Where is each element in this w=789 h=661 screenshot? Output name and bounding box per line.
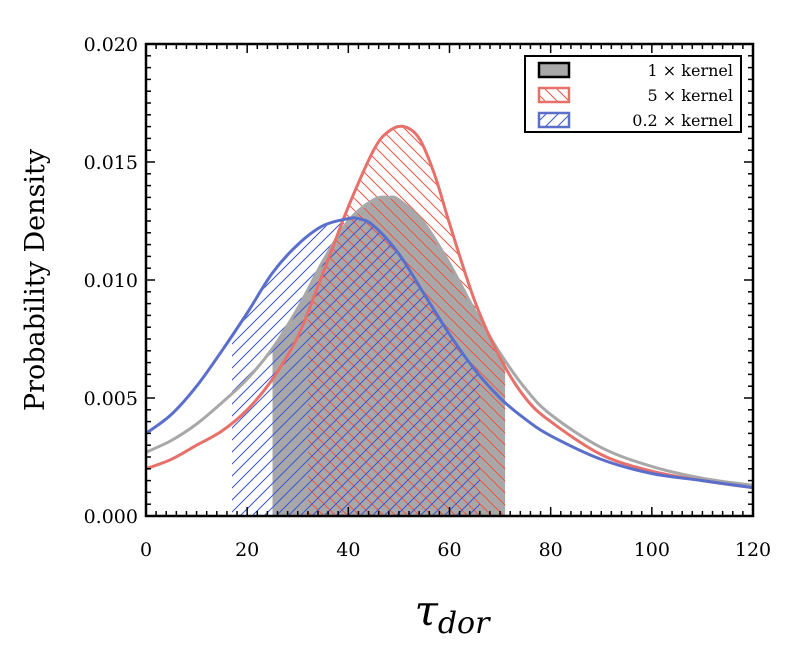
x-axis-title-subscript: dor: [438, 606, 491, 641]
x-tick-label: 60: [437, 539, 461, 561]
y-tick-label: 0.015: [84, 152, 138, 174]
series-0.2x-shaded-area: [232, 218, 480, 516]
legend-swatch-1x: [537, 61, 571, 79]
x-tick-label: 20: [235, 539, 259, 561]
legend-swatch-0.2x: [537, 111, 571, 129]
series-1x-line: [146, 195, 753, 487]
y-axis-title: Probability Density: [20, 148, 51, 411]
legend-label-0.2x: 0.2 × kernel: [632, 111, 733, 130]
plot-frame: [144, 42, 755, 518]
legend-label-5x: 5 × kernel: [648, 86, 733, 105]
x-tick-label: 120: [735, 539, 771, 561]
x-axis-title: τdor: [415, 586, 492, 641]
x-tick-label: 40: [336, 539, 360, 561]
series-0.2x-line: [146, 216, 753, 490]
x-tick-label: 80: [539, 539, 563, 561]
x-tick-label: 100: [634, 539, 670, 561]
y-tick-label: 0.010: [84, 270, 138, 292]
series-5x-line: [146, 124, 753, 490]
y-tick-label: 0.005: [84, 388, 138, 410]
legend: 1 × kernel 5 × kernel 0.2 × kernel: [524, 55, 742, 133]
y-tick-label: 0.020: [84, 34, 138, 56]
legend-label-1x: 1 × kernel: [648, 61, 733, 80]
y-tick-label: 0.000: [84, 506, 138, 528]
legend-swatch-5x: [537, 86, 571, 104]
x-tick-label: 0: [140, 539, 152, 561]
x-axis-title-symbol: τ: [415, 586, 439, 635]
